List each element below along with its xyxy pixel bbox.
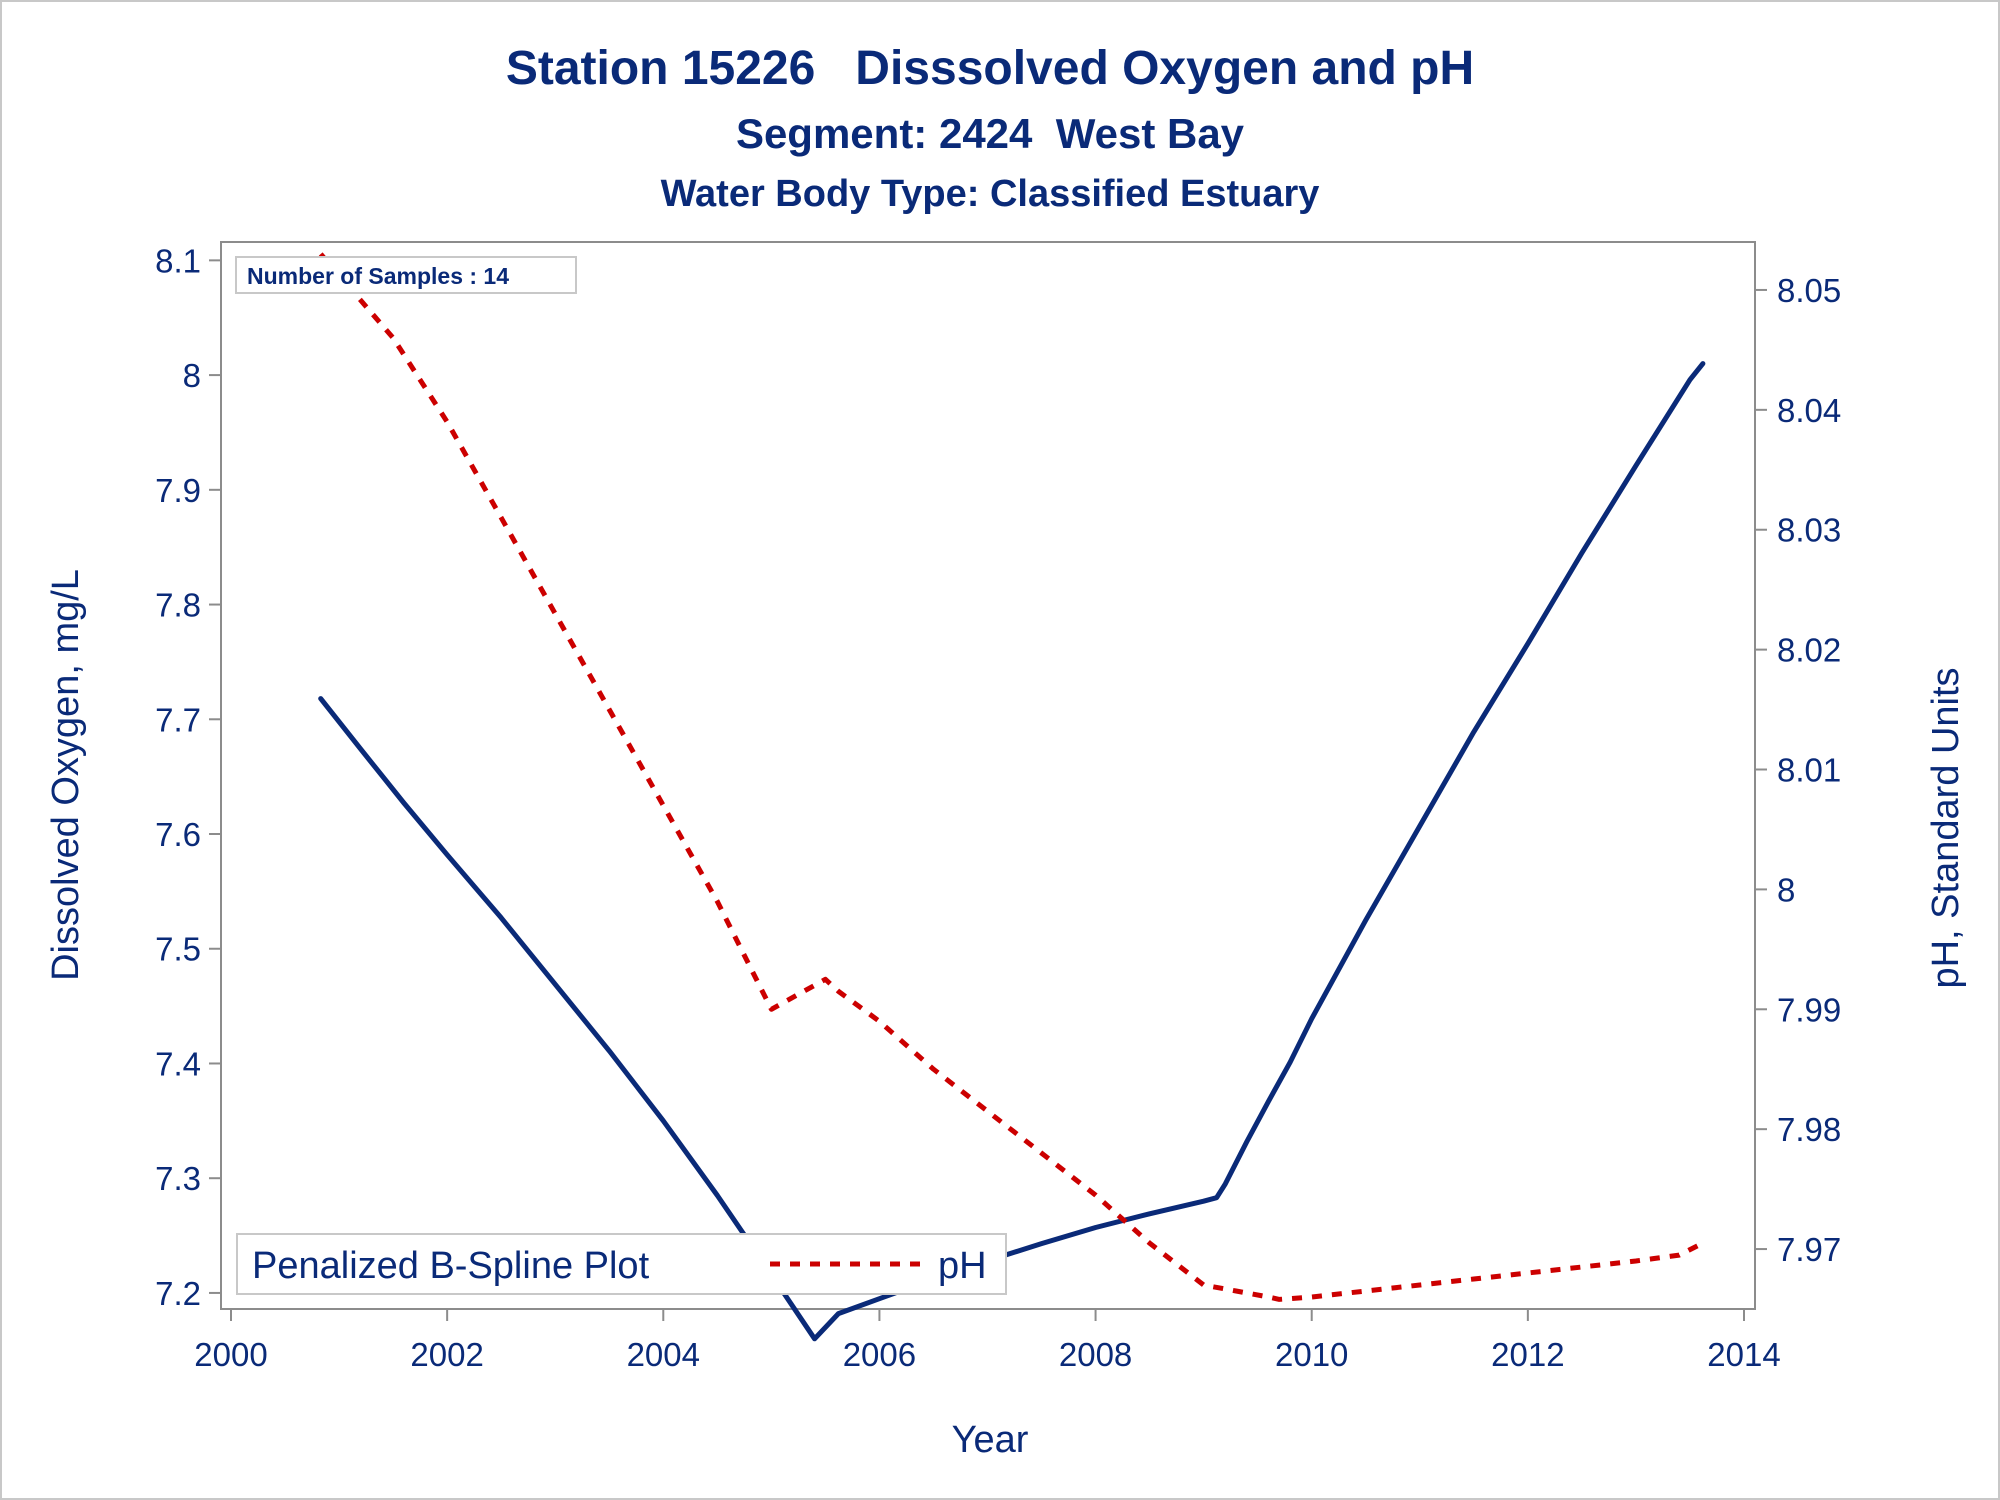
y-tick-label: 7.8 [155,587,201,624]
y-tick-label: 7.4 [155,1045,201,1082]
x-tick-label: 2010 [1275,1336,1348,1373]
series-line-ph [318,252,1705,1302]
series-layer [318,252,1706,1342]
y2-tick-label: 7.97 [1777,1231,1841,1268]
sample-count-annotation: Number of Samples : 14 [247,263,509,289]
left-axis: 7.2 7.3 7.4 7.5 7.6 7.7 7.8 7.9 8 8.1 [155,242,221,1312]
bottom-axis: 2000 2002 2004 2006 2008 2010 2012 2014 [194,1309,1781,1373]
chart-subtitle-2: Water Body Type: Classified Estuary [661,173,1320,215]
y-tick-label: 7.9 [155,472,201,509]
y-tick-label: 7.3 [155,1160,201,1197]
y-axis-label: Dissolved Oxygen, mg/L [45,569,87,981]
y2-tick-label: 8.04 [1777,392,1841,429]
y-tick-label: 7.5 [155,931,201,968]
x-tick-label: 2014 [1707,1336,1780,1373]
y-tick-label: 8.1 [155,242,201,279]
x-tick-label: 2002 [410,1336,483,1373]
y2-tick-label: 7.99 [1777,991,1841,1028]
x-tick-label: 2008 [1059,1336,1132,1373]
x-tick-label: 2004 [627,1336,700,1373]
chart-subtitle: Segment: 2424 West Bay [736,110,1245,157]
legend-title: Penalized B-Spline Plot [252,1245,650,1287]
x-tick-label: 2006 [843,1336,916,1373]
y-tick-label: 7.6 [155,816,201,853]
x-axis-label: Year [952,1419,1029,1461]
y2-tick-label: 8.05 [1777,272,1841,309]
plot-area [220,241,1756,1310]
series-line-dissolved-oxygen [318,361,1706,1342]
legend-label-ph: pH [938,1245,987,1287]
sample-count-box [235,256,577,294]
chart-title: Station 15226 Disssolved Oxygen and pH [506,42,1474,95]
y-tick-label: 8 [183,357,201,394]
y2-tick-label: 7.98 [1777,1111,1841,1148]
y2-tick-label: 8.02 [1777,632,1841,669]
y2-tick-label: 8.01 [1777,752,1841,789]
x-tick-label: 2000 [194,1336,267,1373]
right-axis: 7.97 7.98 7.99 8 8.01 8.02 8.03 8.04 8.05 [1755,272,1841,1268]
y2-tick-label: 8.03 [1777,512,1841,549]
y2-tick-label: 8 [1777,871,1795,908]
y-tick-label: 7.7 [155,701,201,738]
x-tick-label: 2012 [1491,1336,1564,1373]
y2-axis-label: pH, Standard Units [1925,667,1967,988]
y-tick-label: 7.2 [155,1275,201,1312]
